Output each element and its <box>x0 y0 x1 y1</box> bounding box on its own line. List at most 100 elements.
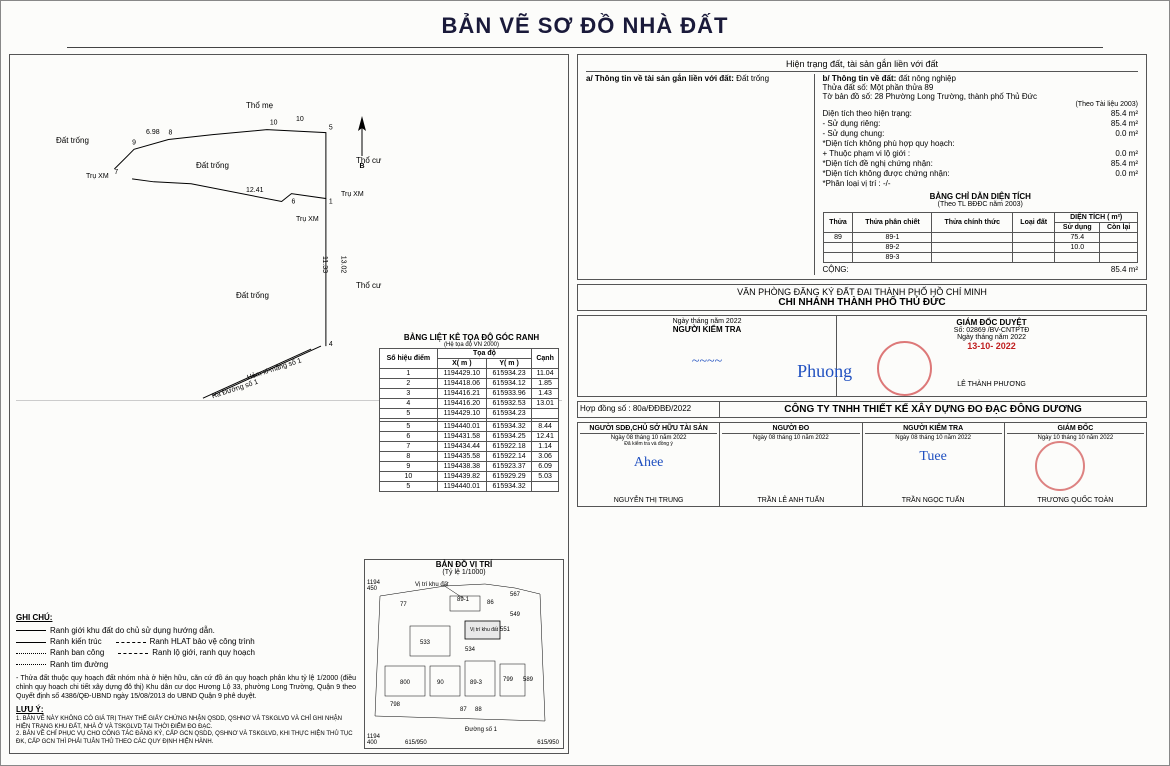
approval-grid: Ngày tháng năm 2022 NGƯỜI KIỂM TRA ~~~~ … <box>577 315 1147 397</box>
table-row: 41194416.20615932.5313.01 <box>380 399 559 409</box>
approval-reviewer: Ngày tháng năm 2022 NGƯỜI KIỂM TRA ~~~~ <box>578 316 837 396</box>
svg-text:798: 798 <box>390 702 401 708</box>
notes-paragraph: - Thửa đất thuộc quy hoạch đất nhóm nhà … <box>16 674 356 701</box>
legend-text-1: Ranh giới khu đất do chủ sử dụng hướng d… <box>50 626 215 636</box>
section-a-value: Đất trống <box>736 74 769 83</box>
coord-table-wrap: BẢNG LIỆT KÊ TỌA ĐỘ GÓC RANH (Hệ tọa độ … <box>379 333 564 492</box>
svg-text:Vị trí khu đất: Vị trí khu đất <box>470 627 499 633</box>
svg-text:86: 86 <box>487 600 494 606</box>
th-pc: Thửa phân chiết <box>853 213 932 233</box>
right-panel: Hiện trạng đất, tài sản gắn liền với đất… <box>577 54 1147 754</box>
signature-column: NGƯỜI SDĐ,CHỦ SỞ HỮU TÀI SẢNNgày 08 thán… <box>578 423 720 506</box>
document-title: BẢN VẼ SƠ ĐỒ NHÀ ĐẤT <box>9 13 1161 39</box>
svg-text:551: 551 <box>500 627 511 633</box>
dim-13-02: 13.02 <box>339 256 346 274</box>
svg-text:533: 533 <box>420 640 431 646</box>
table-row: 11194429.10615934.2311.04 <box>380 369 559 379</box>
info-row: + Thuộc phạm vi lộ giới :0.0 m² <box>823 149 1138 158</box>
svg-text:8: 8 <box>168 130 172 137</box>
legend-text-2b: Ranh HLAT bảo vệ công trình <box>150 637 255 647</box>
svg-text:10: 10 <box>270 120 278 127</box>
area-total-value: 85.4 m² <box>1111 265 1138 274</box>
signature-column: NGƯỜI KIỂM TRANgày 08 tháng 10 năm 2022T… <box>863 423 1005 506</box>
loc-map-scale: (Tỷ lệ 1/1000) <box>365 569 563 576</box>
label-dat-trong-3: Đất trống <box>236 291 269 300</box>
svg-text:549: 549 <box>510 612 521 618</box>
svg-text:5: 5 <box>329 125 333 132</box>
director-title: GIÁM ĐỐC DUYỆT <box>839 318 1144 327</box>
reviewer-signature: ~~~~ <box>580 354 834 370</box>
reviewer-title: NGƯỜI KIỂM TRA <box>580 325 834 334</box>
label-tru-xm-3: Trụ XM <box>296 216 319 223</box>
notes-title: GHI CHÚ: <box>16 613 356 623</box>
title-rule <box>67 47 1104 48</box>
table-row: 89-3 <box>823 253 1137 263</box>
loc-map-svg: 77 567 549 533 800 798 90 89-1 89-3 86 7… <box>365 576 561 736</box>
loc-coord-bl: 1194400 <box>367 734 380 746</box>
legend-row-2: Ranh kiến trúcRanh HLAT bảo vệ công trìn… <box>16 637 356 647</box>
loc-coord-br2: 615/950 <box>405 740 427 746</box>
office-line-1: VĂN PHÒNG ĐĂNG KÝ ĐẤT ĐAI THÀNH PHỐ HỒ C… <box>580 287 1144 297</box>
company-name: CÔNG TY TNHH THIẾT KẾ XÂY DỰNG ĐO ĐẠC ĐÔ… <box>720 402 1146 417</box>
th-coord: Tọa độ <box>437 349 532 359</box>
content-columns: 1 4 10 5 6 9 8 7 Đất trống Đất trống Thổ… <box>9 54 1161 754</box>
table-row: 21194418.06615934.121.85 <box>380 379 559 389</box>
table-row: 51194440.01615934.32 <box>380 482 559 492</box>
th-y: Y( m ) <box>486 359 531 369</box>
svg-text:799: 799 <box>503 677 514 683</box>
dim-10: 10 <box>296 116 304 123</box>
to-ban-do: Tờ bản đồ số: 28 Phường Long Trường, thà… <box>823 92 1138 101</box>
director-date: Ngày tháng năm 2022 <box>839 334 1144 341</box>
table-row: 89-210.0 <box>823 243 1137 253</box>
svg-text:77: 77 <box>400 602 407 608</box>
approval-number: Số: 02869 /BV-CNTPTĐ <box>839 327 1144 334</box>
warning-1: 1. BẢN VẼ NÀY KHÔNG CÓ GIÁ TRỊ THAY THẾ … <box>16 716 356 732</box>
svg-text:1: 1 <box>329 198 333 205</box>
director-signature: Phuong <box>797 361 852 382</box>
label-tho-cu-2: Thổ cư <box>356 281 381 290</box>
section-b-title: b/ Thông tin về đất: <box>823 74 897 83</box>
svg-text:6: 6 <box>291 198 295 205</box>
svg-text:88: 88 <box>475 707 482 713</box>
section-b-value: đất nông nghiệp <box>899 74 956 83</box>
svg-text:800: 800 <box>400 680 411 686</box>
label-dat-trong-1: Đất trống <box>56 136 89 145</box>
svg-text:87: 87 <box>460 707 467 713</box>
legend-text-4: Ranh tim đường <box>50 660 108 670</box>
label-tru-xm-2: Trụ XM <box>341 191 364 198</box>
table-row: 81194435.58615922.143.06 <box>380 452 559 462</box>
th-cl: Còn lại <box>1100 223 1138 233</box>
warning-title: LƯU Ý: <box>16 705 356 715</box>
dim-11-33: 11.33 <box>321 256 328 273</box>
svg-text:Đường số 1: Đường số 1 <box>465 727 498 733</box>
info-col-b: b/ Thông tin về đất: đất nông nghiệp Thử… <box>823 74 1138 275</box>
area-total-row: CỘNG: 85.4 m² <box>823 265 1138 274</box>
label-tho-me: Thổ mẹ <box>246 101 273 110</box>
table-row: 8989-175.4 <box>823 233 1137 243</box>
legend-row-3: Ranh ban côngRanh lộ giới, ranh quy hoạc… <box>16 648 356 658</box>
svg-text:Vị trí khu đất: Vị trí khu đất <box>415 582 449 588</box>
svg-text:4: 4 <box>329 341 333 348</box>
warning-2: 2. BẢN VẼ CHỈ PHỤC VỤ CHO CÔNG TÁC ĐĂNG … <box>16 731 356 747</box>
area-table: Thửa Thửa phân chiết Thửa chính thức Loạ… <box>823 212 1138 263</box>
info-row: *Diện tích đề nghị chứng nhận:85.4 m² <box>823 159 1138 168</box>
info-row: *Diện tích không phù hợp quy hoạch: <box>823 139 1138 148</box>
svg-text:89-3: 89-3 <box>470 680 483 686</box>
document-page: BẢN VẼ SƠ ĐỒ NHÀ ĐẤT 1 4 10 5 6 <box>0 0 1170 766</box>
info-row: *Phân loại vị trí : -/- <box>823 179 1138 188</box>
label-tru-xm-1: Trụ XM <box>86 173 109 180</box>
location-map: BẢN ĐỒ VỊ TRÍ (Tỷ lệ 1/1000) 7 <box>364 559 564 749</box>
notes-section: GHI CHÚ: Ranh giới khu đất do chủ sử dụn… <box>16 613 356 747</box>
info-header: Hiện trạng đất, tài sản gắn liền với đất <box>586 59 1138 72</box>
th-dt: DIỆN TÍCH ( m²) <box>1055 213 1138 223</box>
table-row: 51194429.10615934.23 <box>380 409 559 419</box>
info-columns: a/ Thông tin về tài sản gắn liền với đất… <box>586 74 1138 275</box>
svg-text:89-1: 89-1 <box>457 597 470 603</box>
land-info-box: Hiện trạng đất, tài sản gắn liền với đất… <box>577 54 1147 280</box>
th-thua: Thửa <box>823 213 853 233</box>
th-edge: Cạnh <box>532 349 559 369</box>
area-table-title: BẢNG CHỈ DẪN DIỆN TÍCH <box>823 192 1138 201</box>
registry-office-box: VĂN PHÒNG ĐĂNG KÝ ĐẤT ĐAI THÀNH PHỐ HỒ C… <box>577 284 1147 311</box>
svg-text:589: 589 <box>523 677 534 683</box>
to-ban-sub: (Theo Tài liệu 2003) <box>823 101 1138 108</box>
